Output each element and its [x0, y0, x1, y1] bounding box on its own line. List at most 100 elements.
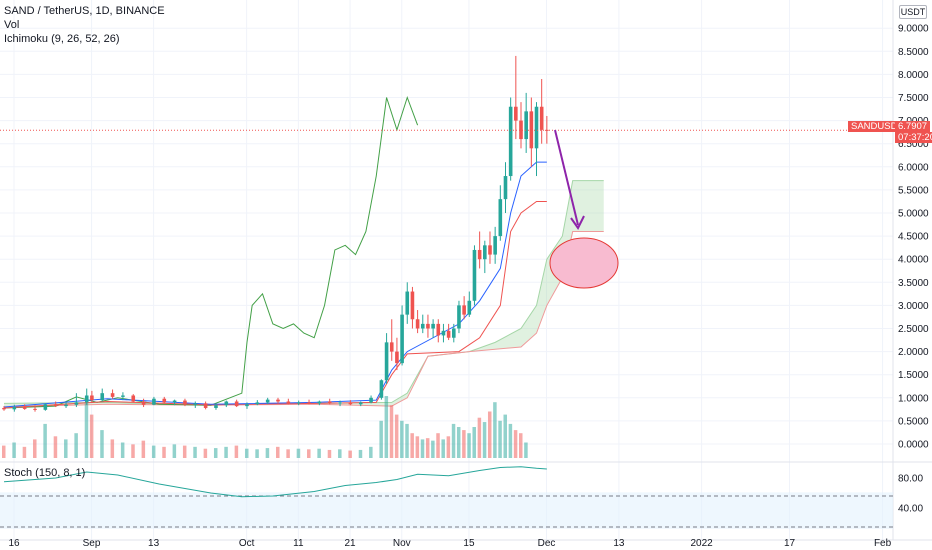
candle-body — [400, 314, 404, 364]
volume-bar — [244, 448, 249, 458]
senkou-span-a — [3, 180, 604, 406]
volume-bar — [513, 430, 518, 458]
volume-bar — [425, 438, 430, 458]
stoch-tick-label: 40.00 — [898, 504, 923, 515]
volume-bar — [265, 448, 270, 458]
price-tick-label: 6.5000 — [898, 139, 929, 150]
candle-body — [462, 305, 466, 315]
candle-body — [100, 393, 105, 401]
volume-bar — [84, 402, 89, 458]
volume-bar — [456, 427, 461, 458]
volume-bar — [446, 436, 451, 458]
volume-bar — [482, 422, 487, 458]
volume-bar — [43, 423, 47, 458]
price-tick-label: 0.0000 — [898, 440, 929, 451]
candle-body — [488, 245, 492, 255]
volume-bar — [53, 436, 58, 458]
candle-body — [327, 401, 332, 404]
time-tick-label: 21 — [344, 538, 356, 549]
currency-unit-badge[interactable]: USDT — [899, 5, 927, 19]
candle-body — [224, 401, 229, 406]
volume-bar — [33, 439, 37, 458]
candle-body — [384, 342, 389, 381]
candle-body — [141, 401, 146, 405]
volume-bar — [234, 445, 239, 458]
candle-body — [33, 408, 37, 410]
volume-bar — [415, 436, 420, 458]
time-tick-label: Feb — [874, 538, 892, 549]
volume-bar — [524, 442, 528, 458]
candle-body — [379, 380, 384, 398]
candle-body — [358, 402, 363, 405]
price-tick-label: 1.0000 — [898, 393, 929, 404]
volume-bar — [338, 449, 342, 458]
symbol-price-tag: SANDUSDT — [848, 121, 907, 132]
volume-legend[interactable]: Vol — [4, 19, 20, 31]
price-tick-label: 3.5000 — [898, 278, 929, 289]
ichimoku-legend[interactable]: Ichimoku (9, 26, 52, 26) — [4, 33, 120, 45]
volume-bar — [131, 444, 135, 458]
last-price-tag: 6.7907 — [895, 121, 931, 132]
price-tick-label: 5.0000 — [898, 209, 929, 220]
candle-body — [22, 407, 27, 409]
price-tick-label: 5.5000 — [898, 185, 929, 196]
candle-body — [12, 407, 17, 410]
candle-body — [420, 323, 425, 329]
volume-bar — [74, 433, 78, 458]
volume-bar — [327, 449, 332, 458]
volume-bar — [193, 446, 197, 458]
symbol-legend[interactable]: SAND / TetherUS, 1D, BINANCE — [4, 5, 165, 17]
candle-body — [214, 405, 218, 408]
stoch-tick-label: 80.00 — [898, 474, 923, 485]
kijun-sen — [3, 200, 547, 409]
candle-body — [426, 323, 430, 329]
volume-bar — [436, 433, 440, 458]
volume-bar — [100, 430, 104, 458]
candle-body — [467, 300, 472, 315]
candle-body — [483, 245, 487, 260]
volume-bar — [213, 448, 218, 458]
candle-body — [369, 397, 373, 403]
candle-body — [405, 291, 410, 315]
volume-bar — [182, 445, 187, 458]
price-tick-label: 0.5000 — [898, 416, 929, 427]
volume-bar — [203, 448, 208, 458]
volume-bar — [431, 440, 435, 458]
volume-bar — [477, 417, 482, 458]
chart-legend: SAND / TetherUS, 1D, BINANCE Vol Ichimok… — [4, 4, 165, 46]
candle-body — [389, 342, 394, 352]
time-tick-label: Dec — [538, 538, 556, 549]
candle-body — [276, 399, 280, 402]
volume-bar — [89, 414, 94, 458]
time-tick-label: Nov — [393, 538, 411, 549]
candle-body — [534, 106, 539, 149]
volume-bar — [441, 439, 445, 458]
volume-bar — [141, 440, 146, 458]
volume-bar — [379, 420, 383, 458]
candle-body — [472, 249, 477, 301]
volume-bar — [394, 414, 399, 458]
volume-bar — [384, 396, 389, 458]
candle-body — [53, 404, 58, 407]
time-tick-label: 17 — [784, 538, 796, 549]
price-tick-label: 9.0000 — [898, 24, 929, 35]
candle-body — [265, 399, 270, 403]
price-tick-label: 8.5000 — [898, 47, 929, 58]
volume-bar — [462, 430, 466, 458]
volume-bar — [255, 449, 259, 458]
time-tick-label: 13 — [148, 538, 160, 549]
candle-body — [493, 236, 497, 255]
candle-body — [296, 402, 301, 404]
price-tick-label: 3.0000 — [898, 301, 929, 312]
candle-body — [255, 402, 260, 405]
candle-body — [307, 402, 311, 404]
candle-body — [503, 176, 508, 200]
time-tick-label: 2022 — [690, 538, 713, 549]
stoch-legend[interactable]: Stoch (150, 8, 1) — [4, 467, 86, 479]
stoch-line — [3, 466, 547, 498]
candle-body — [410, 291, 415, 320]
candle-body — [121, 395, 125, 397]
candle-body — [286, 401, 291, 404]
volume-bar — [162, 446, 166, 458]
